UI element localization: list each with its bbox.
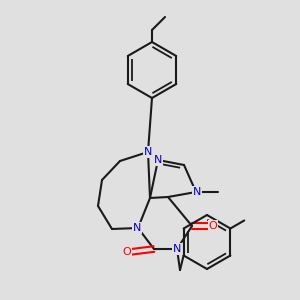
Text: O: O [123, 247, 131, 257]
Text: N: N [193, 187, 201, 197]
Text: N: N [154, 155, 162, 165]
Text: N: N [173, 244, 181, 254]
Text: N: N [144, 147, 152, 157]
Text: N: N [133, 223, 141, 233]
Text: O: O [208, 221, 217, 231]
